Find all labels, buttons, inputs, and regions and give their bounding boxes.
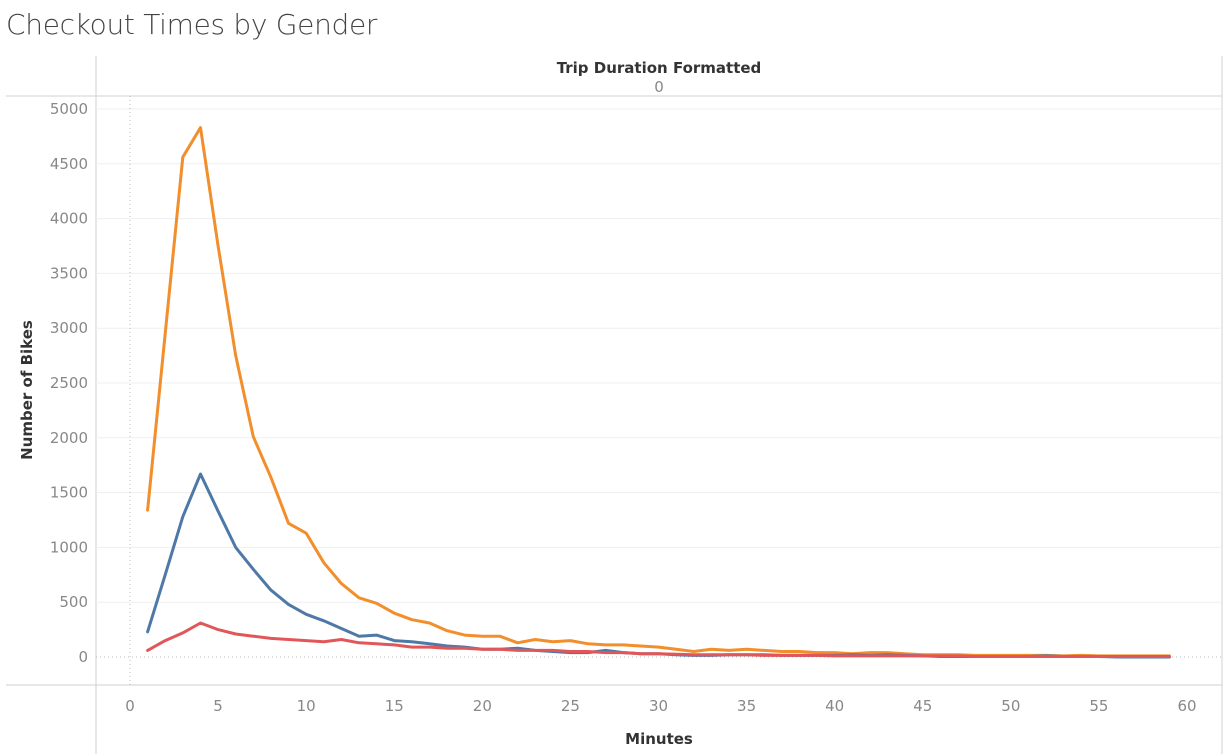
y-tick-label: 0 bbox=[78, 648, 88, 666]
x-axis-ticks: 0 5 10 15 20 25 30 35 40 45 50 55 60 bbox=[125, 697, 1196, 715]
x-tick-label: 5 bbox=[213, 697, 223, 715]
x-tick-label: 35 bbox=[737, 697, 756, 715]
x-tick-label: 55 bbox=[1089, 697, 1108, 715]
x-axis-title: Minutes bbox=[625, 730, 693, 748]
series-line-3[interactable] bbox=[146, 621, 1171, 658]
y-axis-ticks: 0 500 1000 1500 2000 2500 3000 3500 4000 4500 5000 bbox=[50, 100, 88, 666]
y-tick-label: 500 bbox=[59, 593, 88, 611]
x-tick-label: 20 bbox=[473, 697, 492, 715]
x-tick-label: 0 bbox=[125, 697, 135, 715]
x-tick-label: 50 bbox=[1001, 697, 1020, 715]
series-line-2[interactable] bbox=[146, 472, 1171, 659]
y-tick-label: 2500 bbox=[50, 374, 88, 392]
y-tick-label: 4000 bbox=[50, 210, 88, 228]
x-tick-label: 15 bbox=[385, 697, 404, 715]
series-lines bbox=[146, 126, 1171, 659]
column-header: Trip Duration Formatted bbox=[557, 59, 762, 77]
y-tick-label: 5000 bbox=[50, 100, 88, 118]
y-axis-title: Number of Bikes bbox=[18, 320, 36, 460]
y-tick-label: 3500 bbox=[50, 264, 88, 282]
x-tick-label: 45 bbox=[913, 697, 932, 715]
x-tick-label: 40 bbox=[825, 697, 844, 715]
y-tick-label: 1500 bbox=[50, 484, 88, 502]
series-line-1[interactable] bbox=[146, 126, 1171, 658]
y-tick-label: 1000 bbox=[50, 538, 88, 556]
x-tick-label: 60 bbox=[1177, 697, 1196, 715]
grid-lines bbox=[96, 96, 1222, 685]
y-tick-label: 2000 bbox=[50, 429, 88, 447]
column-header-value: 0 bbox=[654, 78, 664, 96]
x-tick-label: 10 bbox=[297, 697, 316, 715]
x-tick-label: 25 bbox=[561, 697, 580, 715]
chart-frame bbox=[6, 56, 1223, 754]
x-tick-label: 30 bbox=[649, 697, 668, 715]
y-tick-label: 4500 bbox=[50, 155, 88, 173]
chart-title: Checkout Times by Gender bbox=[6, 8, 378, 41]
y-tick-label: 3000 bbox=[50, 319, 88, 337]
